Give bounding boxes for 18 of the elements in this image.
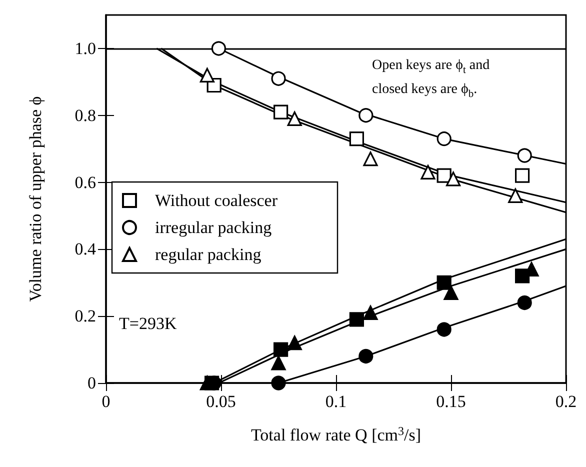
annotation: Open keys are ϕ$_{t}$ and [372, 58, 490, 76]
annotation: T=293K [119, 314, 177, 334]
annotation: closed keys are ϕ$_{b}$. [372, 82, 478, 100]
legend-label: Without coalescer [155, 191, 278, 210]
legend-label: regular packing [155, 245, 262, 264]
x-tick-label: 0.2 [555, 392, 577, 411]
x-tick-label: 0.1 [325, 392, 347, 411]
x-tick-label: 0.05 [206, 392, 236, 411]
y-tick-label: 1.0 [74, 38, 96, 58]
legend-label: irregular packing [155, 218, 272, 237]
y-tick-label: 0.8 [74, 106, 96, 125]
y-tick-label: 0.6 [74, 172, 96, 192]
y-tick-label: 0 [88, 374, 96, 392]
x-tick-label: 0.15 [436, 392, 466, 411]
y-tick-label: 0.4 [74, 240, 96, 259]
y-tick-label: 0.2 [74, 306, 96, 326]
y-axis-title: Volume ratio of upper phase ϕ [26, 96, 45, 302]
x-tick-label: 0 [102, 392, 110, 411]
